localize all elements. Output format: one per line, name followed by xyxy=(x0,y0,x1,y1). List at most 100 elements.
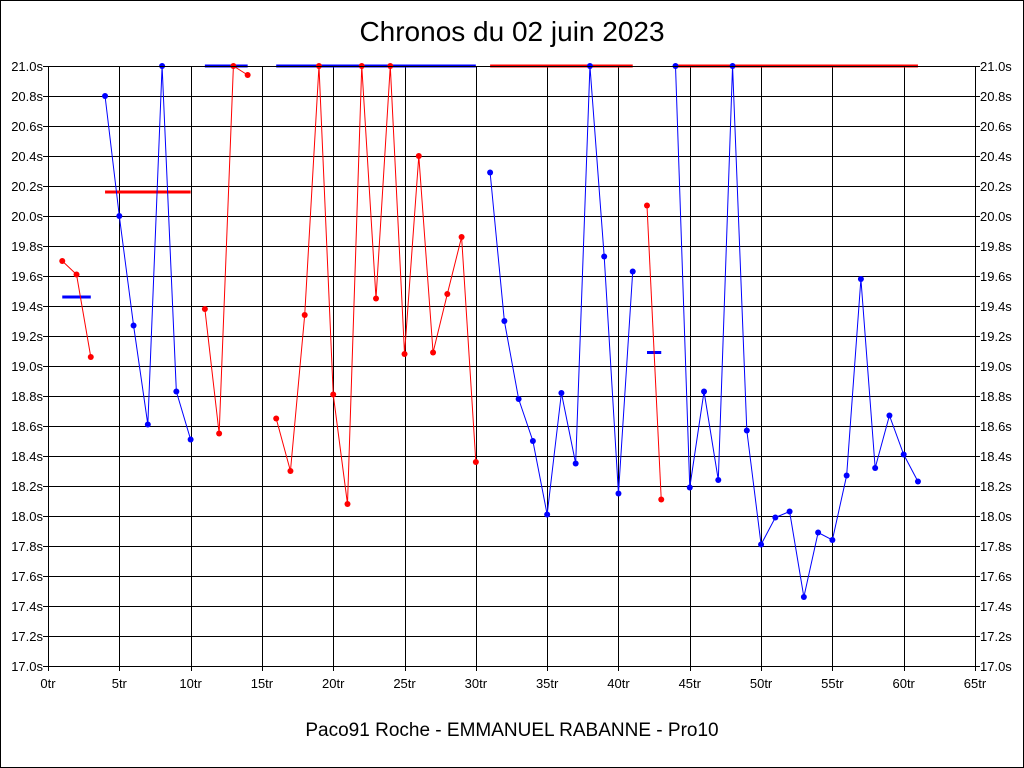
y-tick-label-left: 19.0s xyxy=(11,359,43,374)
data-point xyxy=(344,501,351,507)
y-tick-label-right: 21.0s xyxy=(980,59,1012,74)
y-tick-label-right: 20.4s xyxy=(980,149,1012,164)
data-point xyxy=(857,276,864,282)
data-point xyxy=(872,465,879,471)
x-tick-label: 60tr xyxy=(892,676,915,691)
data-point xyxy=(144,421,151,428)
x-tick-label: 5tr xyxy=(112,676,128,691)
data-point xyxy=(244,72,251,78)
y-tick-label-right: 20.8s xyxy=(980,89,1012,104)
y-tick-label-left: 17.8s xyxy=(11,539,43,554)
chart-title: Chronos du 02 juin 2023 xyxy=(359,16,665,47)
y-tick-label-left: 19.2s xyxy=(11,329,43,344)
series-line xyxy=(104,65,192,440)
x-tick-label: 0tr xyxy=(40,676,56,691)
data-point xyxy=(458,234,465,240)
data-point xyxy=(373,295,380,302)
data-point xyxy=(529,438,536,444)
data-point xyxy=(415,153,422,159)
data-point xyxy=(843,472,850,479)
plot-border xyxy=(48,66,976,667)
y-tick-label-right: 20.0s xyxy=(980,209,1012,224)
y-tick-label-right: 17.2s xyxy=(980,629,1012,644)
data-point xyxy=(472,459,479,465)
y-tick-label-left: 20.8s xyxy=(11,89,43,104)
y-tick-label-left: 17.4s xyxy=(11,599,43,614)
y-tick-label-right: 19.8s xyxy=(980,239,1012,254)
data-point xyxy=(686,484,693,491)
data-point xyxy=(572,460,579,467)
data-point xyxy=(743,427,750,434)
y-tick-labels: 17.0s 17.0s 17.2s 17.2s 17.4s 17.4s 17.6s 17.6s… xyxy=(11,59,1012,674)
x-tick-label: 45tr xyxy=(679,676,702,691)
x-tick-label: 55tr xyxy=(821,676,844,691)
x-tick-label: 65tr xyxy=(964,676,987,691)
x-tick-labels: 0tr 5tr 10tr 15tr 20tr 25tr 30tr 35tr 40tr 45tr 50… xyxy=(40,676,986,691)
y-tick-label-left: 19.6s xyxy=(11,269,43,284)
data-point xyxy=(87,354,94,360)
y-tick-label-left: 18.8s xyxy=(11,389,43,404)
data-point xyxy=(601,253,608,260)
data-point xyxy=(187,436,194,443)
data-point xyxy=(487,169,494,176)
data-point xyxy=(815,529,822,536)
x-tick-label: 35tr xyxy=(536,676,559,691)
grid-lines xyxy=(43,66,980,671)
series-line xyxy=(489,65,634,515)
data-point xyxy=(73,271,80,278)
data-point xyxy=(914,478,921,485)
y-tick-label-right: 20.6s xyxy=(980,119,1012,134)
series-line xyxy=(204,65,248,434)
y-tick-label-right: 18.2s xyxy=(980,479,1012,494)
series-lines xyxy=(61,65,919,598)
data-point xyxy=(900,451,907,458)
y-tick-label-left: 20.2s xyxy=(11,179,43,194)
series-line xyxy=(675,65,919,598)
data-point xyxy=(544,511,551,518)
data-point xyxy=(758,541,765,548)
data-point xyxy=(501,318,508,324)
y-tick-label-left: 18.6s xyxy=(11,419,43,434)
y-tick-label-left: 19.8s xyxy=(11,239,43,254)
data-point xyxy=(102,93,109,99)
data-point xyxy=(615,490,622,497)
y-tick-label-right: 17.4s xyxy=(980,599,1012,614)
y-tick-label-right: 17.0s xyxy=(980,659,1012,674)
data-point xyxy=(515,396,522,402)
data-point xyxy=(330,391,337,398)
y-tick-label-left: 20.6s xyxy=(11,119,43,134)
data-point xyxy=(401,351,408,357)
x-tick-label: 10tr xyxy=(179,676,202,691)
y-tick-label-left: 18.4s xyxy=(11,449,43,464)
data-point xyxy=(829,537,836,543)
y-tick-label-left: 21.0s xyxy=(11,59,43,74)
data-point xyxy=(444,291,451,297)
y-tick-label-left: 20.0s xyxy=(11,209,43,224)
y-tick-label-left: 17.6s xyxy=(11,569,43,584)
x-tick-label: 50tr xyxy=(750,676,773,691)
data-point xyxy=(629,268,636,275)
data-point xyxy=(886,412,893,419)
x-tick-label: 15tr xyxy=(251,676,274,691)
average-lines xyxy=(62,64,918,354)
data-point xyxy=(658,496,665,503)
y-tick-label-left: 20.4s xyxy=(11,149,43,164)
y-tick-label-right: 18.4s xyxy=(980,449,1012,464)
data-point xyxy=(201,306,208,312)
y-tick-label-right: 19.2s xyxy=(980,329,1012,344)
data-point xyxy=(301,312,308,318)
y-tick-label-left: 19.4s xyxy=(11,299,43,314)
data-point xyxy=(430,349,437,356)
y-tick-label-left: 17.0s xyxy=(11,659,43,674)
y-tick-label-right: 17.8s xyxy=(980,539,1012,554)
y-tick-label-right: 19.6s xyxy=(980,269,1012,284)
data-point xyxy=(772,514,779,521)
data-point xyxy=(701,388,708,395)
x-tick-label: 20tr xyxy=(322,676,345,691)
data-point xyxy=(800,594,807,600)
y-tick-label-left: 17.2s xyxy=(11,629,43,644)
data-point xyxy=(216,430,223,437)
data-point xyxy=(287,468,294,474)
series-line xyxy=(646,205,662,500)
